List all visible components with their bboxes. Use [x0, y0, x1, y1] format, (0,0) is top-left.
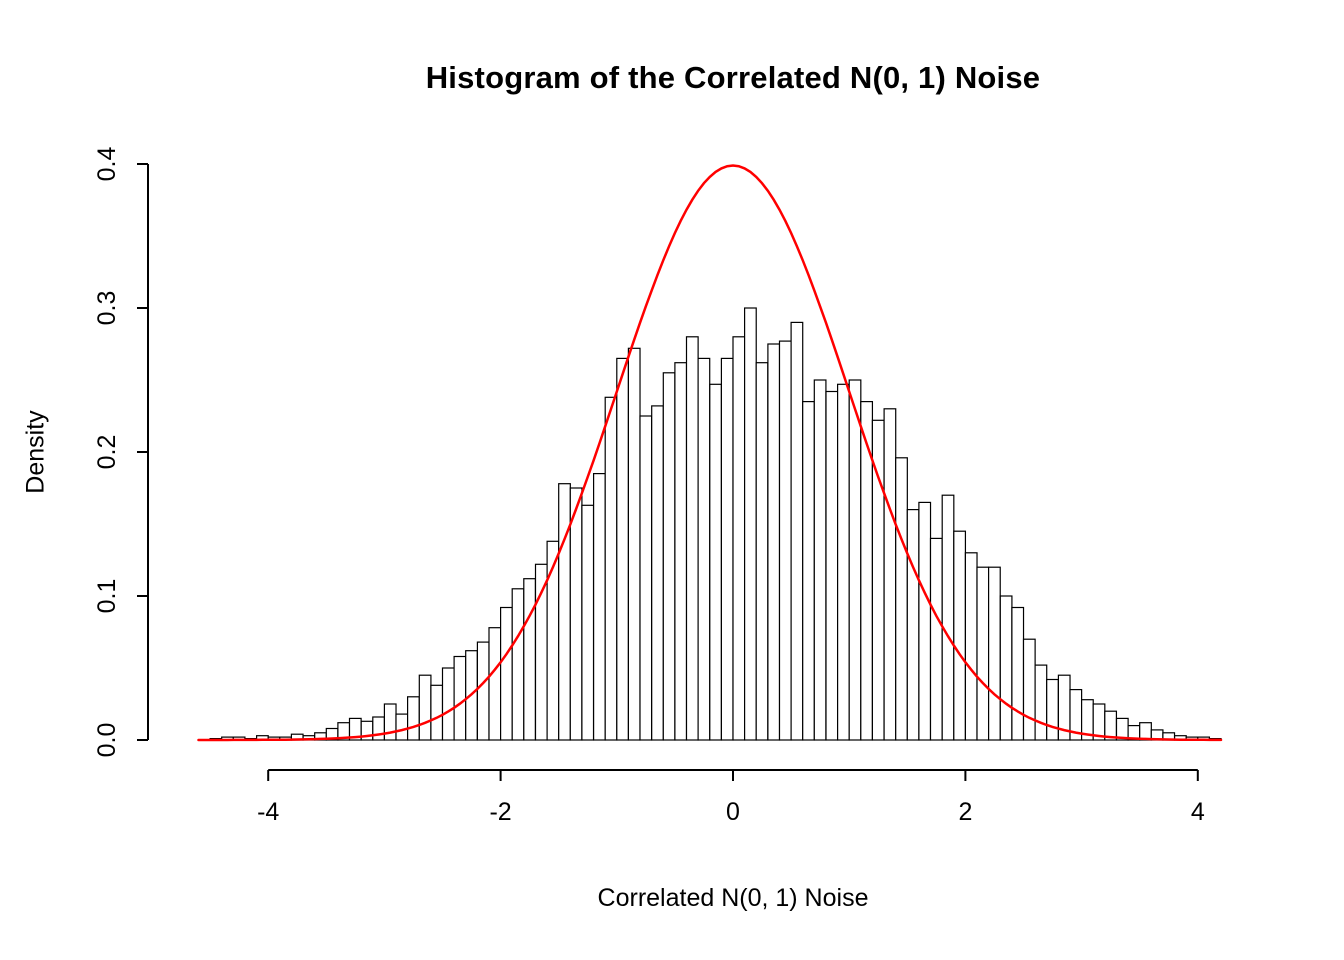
histogram-bar	[418, 674, 432, 741]
histogram-bar	[651, 405, 664, 741]
x-tick-label: 0	[726, 798, 740, 826]
histogram-bar	[395, 713, 409, 741]
histogram-bar	[372, 716, 386, 741]
histogram-bar	[662, 372, 676, 741]
histogram-bar	[569, 487, 583, 741]
histogram-bar	[941, 494, 955, 741]
histogram-bar	[802, 401, 815, 741]
histogram-bar	[836, 383, 850, 741]
histogram-bar	[430, 684, 444, 741]
histogram-bar	[546, 540, 560, 741]
histogram-bar	[581, 504, 595, 741]
histogram-bar	[1034, 664, 1048, 741]
histogram-bar	[476, 641, 490, 741]
x-axis-title: Correlated N(0, 1) Noise	[597, 884, 869, 912]
histogram-bar	[790, 321, 804, 741]
histogram-bar	[813, 379, 827, 741]
y-tick-label: 0.4	[93, 147, 121, 182]
histogram-bar	[697, 357, 711, 741]
histogram-bar	[720, 357, 734, 741]
histogram-bar	[1011, 606, 1025, 741]
histogram-bar	[558, 483, 571, 741]
histogram-bar	[929, 537, 943, 741]
histogram-bar	[895, 457, 908, 741]
x-tick-label: -4	[257, 798, 279, 826]
histogram-bar	[383, 703, 397, 741]
histogram-bar	[592, 473, 606, 741]
histogram-bar	[732, 336, 746, 741]
histogram-bar	[918, 501, 932, 741]
histogram-bar	[964, 552, 978, 741]
histogram-bar	[709, 383, 723, 741]
histogram-bar	[743, 307, 757, 741]
histogram-bar	[685, 336, 699, 741]
histogram-bar	[953, 530, 967, 741]
histogram-bar	[604, 396, 618, 741]
histogram-bar	[906, 509, 920, 741]
histogram-bar	[999, 595, 1013, 741]
histogram-bar	[755, 362, 769, 741]
histogram-bar	[778, 340, 792, 741]
histogram-bar	[1139, 722, 1152, 741]
histogram-bar	[825, 390, 839, 741]
histogram-bar	[1046, 678, 1059, 741]
histogram-bar	[511, 588, 525, 741]
histogram-bar	[674, 362, 688, 741]
y-tick-label: 0.1	[93, 579, 121, 614]
y-tick-label: 0.0	[93, 723, 121, 758]
histogram-bar	[453, 655, 467, 741]
histogram-bar	[500, 606, 513, 741]
chart-title: Histogram of the Correlated N(0, 1) Nois…	[425, 60, 1041, 95]
y-tick-label: 0.2	[93, 435, 121, 470]
y-tick-label: 0.3	[93, 291, 121, 326]
histogram-bar	[976, 566, 990, 741]
normal-density-curve	[197, 164, 1223, 742]
histogram-bar	[848, 379, 862, 741]
histogram-bar	[488, 627, 502, 741]
histogram-bar	[883, 408, 897, 741]
histogram-bar	[627, 347, 641, 741]
histogram-bar	[441, 667, 455, 741]
x-tick-label: 4	[1191, 798, 1205, 826]
histogram-bar	[767, 343, 781, 741]
x-tick-label: 2	[958, 798, 972, 826]
histogram-bar	[639, 415, 653, 741]
histogram-bar	[523, 578, 537, 741]
histogram-bar	[987, 566, 1001, 741]
histogram-bar	[407, 696, 420, 741]
histogram-bar	[1022, 638, 1036, 741]
x-tick-label: -2	[489, 798, 511, 826]
histogram-bar	[616, 357, 630, 741]
